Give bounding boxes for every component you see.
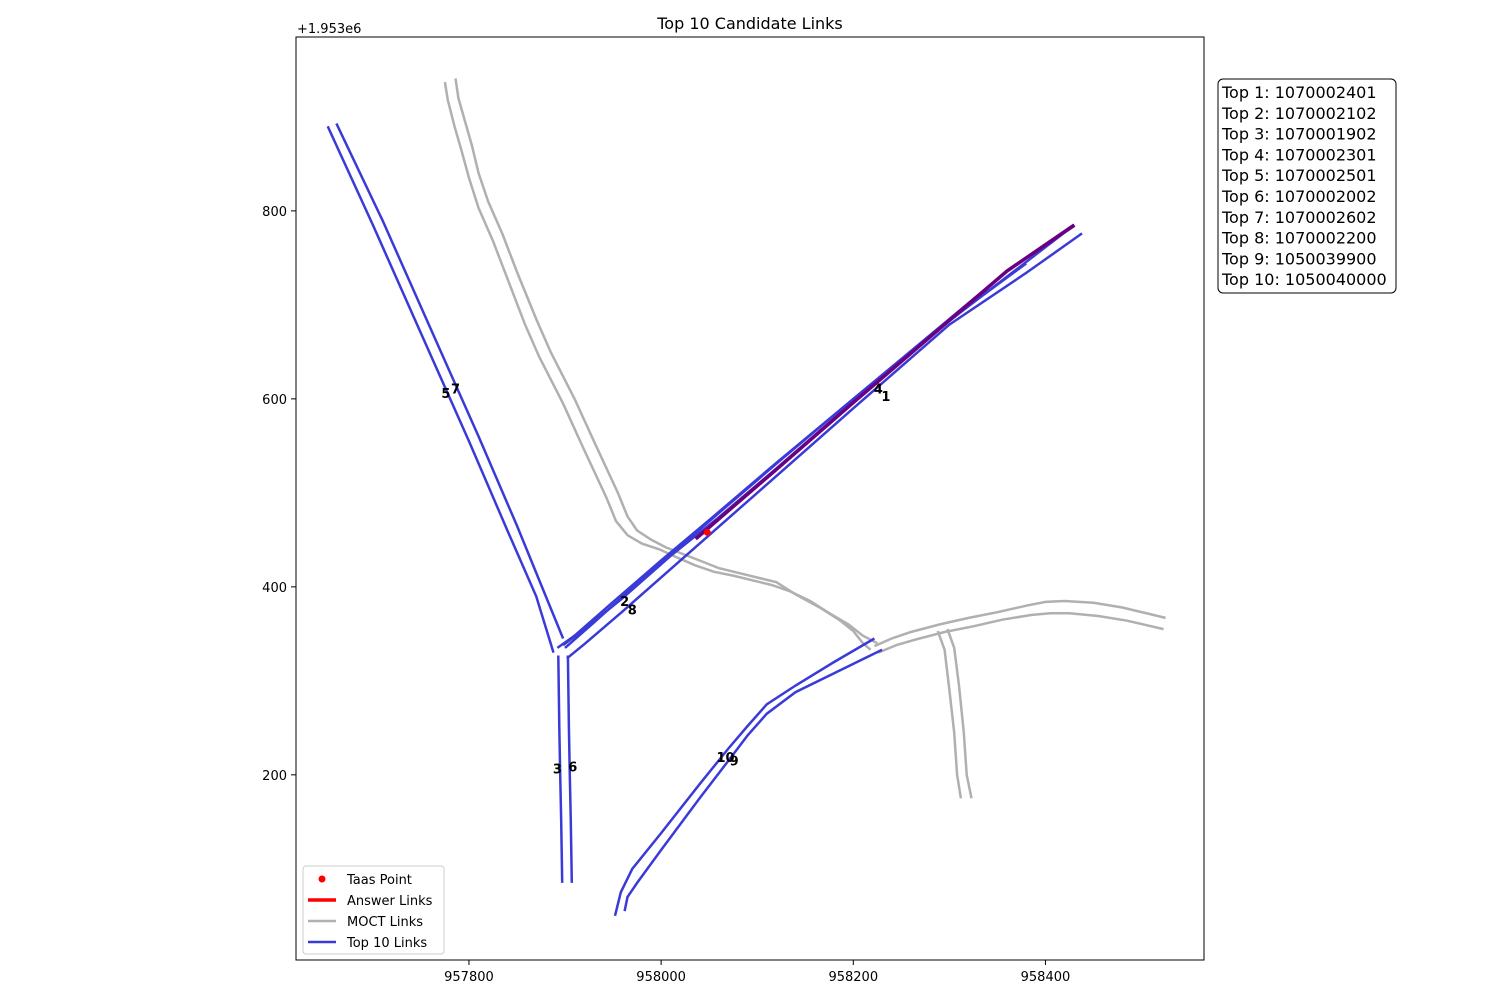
top-link-label-2: 2 [620,595,629,610]
top-link-7 [335,122,565,639]
top-link-label-8: 8 [628,603,637,618]
legend: Taas Point Answer Links MOCT Links Top 10 L… [302,865,445,955]
ranking-item-2: Top 2: 1070002102 [1221,104,1377,123]
ranking-item-6: Top 6: 1070002002 [1221,187,1377,206]
plot-frame [295,36,1205,961]
moct-link-4 [877,611,1164,654]
top-link-6 [566,655,574,883]
top-link-1 [566,232,1083,660]
x-axis-ticks: 957800 958000 958200 958400 [444,960,1070,985]
legend-label-1: Answer Links [347,894,433,909]
ranking-items: Top 1: 1070002401 Top 2: 1070002102 Top 3:… [1221,83,1387,289]
y-tick-label-2: 600 [262,393,287,408]
top-link-5 [326,125,555,653]
y-offset-label: +1.953e6 [297,22,361,37]
y-tick-label-1: 400 [262,581,287,596]
legend-box [302,865,445,955]
top-link-10 [613,637,876,917]
legend-marker-0 [318,875,326,883]
top-link-label-3: 3 [553,762,562,777]
plot-area: 1 2 3 4 5 6 7 8 910 [295,36,1205,961]
moct-link-6 [946,628,973,799]
ranking-item-1: Top 1: 1070002401 [1221,83,1377,102]
x-tick-label-1: 958000 [636,970,686,985]
ranking-item-5: Top 5: 1070002501 [1221,166,1377,185]
legend-items: Taas Point Answer Links MOCT Links Top 10 L… [308,873,433,951]
moct-links [443,78,1166,799]
top-link-9 [623,648,883,912]
ranking-item-10: Top 10: 1050040000 [1221,270,1387,289]
y-tick-label-3: 800 [262,205,287,220]
answer-link-1 [694,223,1076,541]
moct-link-2 [443,81,878,645]
x-tick-label-0: 957800 [444,970,494,985]
ranking-box-frame [1217,78,1397,294]
legend-label-3: Top 10 Links [346,936,427,951]
chart-title: Top 10 Candidate Links [656,14,843,33]
top-link-label-5: 5 [441,387,450,402]
ranking-item-8: Top 8: 1070002200 [1221,229,1377,248]
taas-points [703,528,711,536]
top-link-label-6: 6 [568,760,577,775]
legend-label-2: MOCT Links [347,915,423,930]
x-tick-label-2: 958200 [828,970,878,985]
ranking-item-7: Top 7: 1070002602 [1221,208,1377,227]
top-link-label-4: 4 [874,383,883,398]
top-link-label-1: 1 [881,390,890,405]
ranking-item-9: Top 9: 1050039900 [1221,249,1377,268]
top-link-label-10: 10 [716,751,734,766]
ranking-item-3: Top 3: 1070001902 [1221,125,1377,144]
taas-point [703,528,711,536]
moct-link-3 [873,599,1166,648]
top-link-label-7: 7 [451,383,460,398]
top-link-label-9: 9 [730,755,739,770]
x-tick-label-3: 958400 [1021,970,1071,985]
ranking-box: Top 1: 1070002401 Top 2: 1070002102 Top 3:… [1217,78,1397,294]
answer-links [694,223,1076,541]
y-axis-ticks: 200 400 600 800 [262,205,296,784]
y-tick-label-0: 200 [262,769,287,784]
moct-link-5 [936,630,963,799]
legend-label-0: Taas Point [346,873,412,888]
top-link-3 [557,655,564,883]
ranking-item-4: Top 4: 1070002301 [1221,145,1377,164]
link-rank-labels: 1 2 3 4 5 6 7 8 910 [441,383,890,778]
